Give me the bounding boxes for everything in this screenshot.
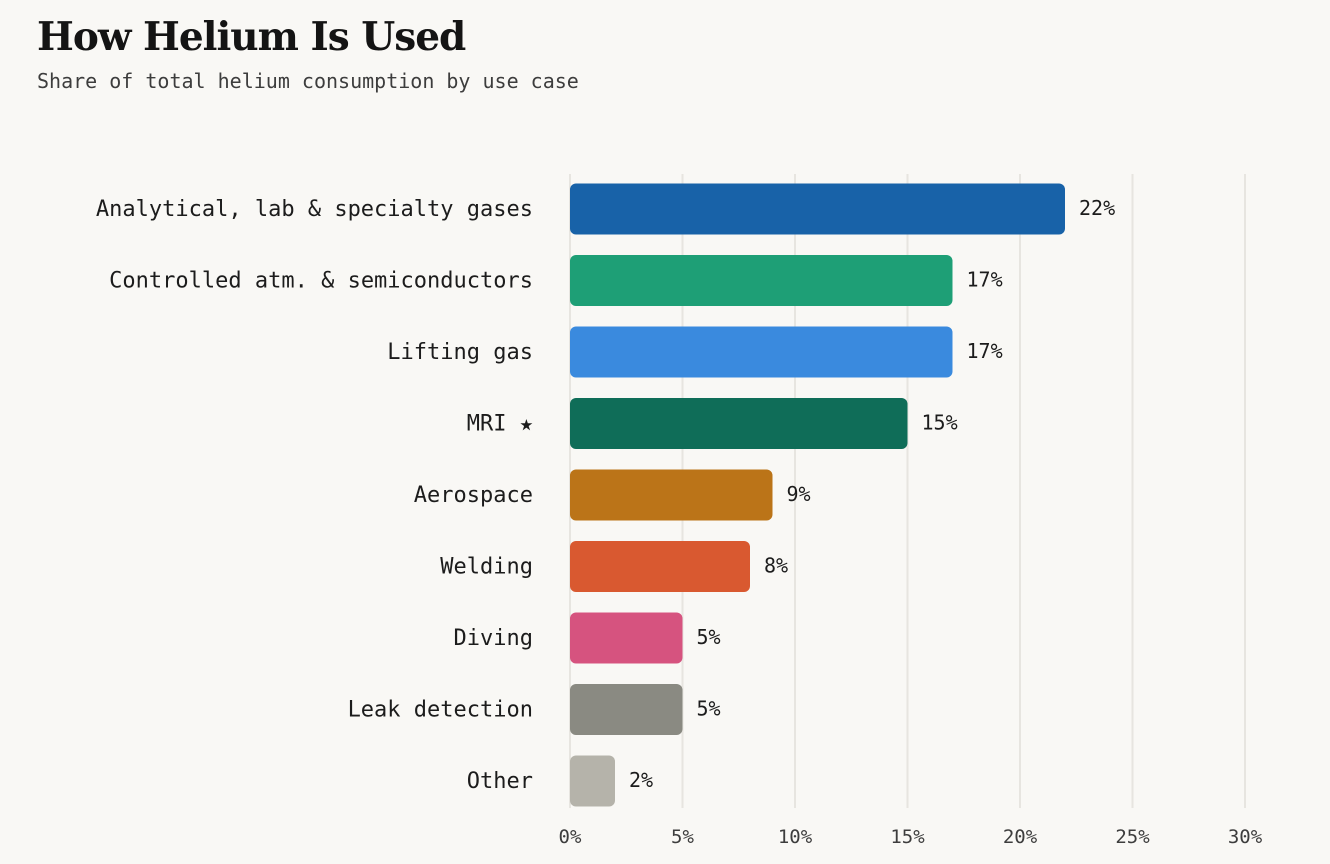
- value-label: 15%: [922, 411, 958, 435]
- category-label: Aerospace: [414, 483, 533, 508]
- chart-title: How Helium Is Used: [37, 14, 466, 60]
- value-label: 5%: [697, 697, 721, 721]
- x-tick-label: 15%: [890, 826, 925, 848]
- value-label: 2%: [629, 768, 653, 792]
- value-label: 9%: [787, 482, 811, 506]
- bars: [570, 183, 1065, 807]
- chart-subtitle: Share of total helium consumption by use…: [37, 69, 579, 93]
- category-label: Diving: [454, 626, 533, 651]
- bar: [570, 469, 773, 521]
- value-label: 22%: [1079, 196, 1115, 220]
- category-label: MRI ★: [467, 412, 533, 437]
- value-label: 8%: [764, 554, 788, 578]
- x-tick-label: 10%: [778, 826, 813, 848]
- x-axis-ticks: 0% 5% 10% 15% 20% 25% 30%: [559, 826, 1263, 848]
- labels: Analytical, lab & specialty gases 22% Cont…: [96, 196, 1115, 794]
- category-label: Analytical, lab & specialty gases: [96, 197, 533, 222]
- category-label: Controlled atm. & semiconductors: [109, 269, 533, 294]
- x-tick-label: 30%: [1228, 826, 1263, 848]
- value-label: 17%: [967, 268, 1003, 292]
- category-label: Welding: [440, 555, 533, 580]
- value-label: 5%: [697, 625, 721, 649]
- value-label: 17%: [967, 339, 1003, 363]
- category-label: Leak detection: [348, 698, 533, 723]
- bar: [570, 684, 683, 735]
- bar: [570, 541, 750, 592]
- bar: [570, 183, 1065, 235]
- category-label: Other: [467, 769, 533, 794]
- x-tick-label: 20%: [1003, 826, 1038, 848]
- bar: [570, 326, 953, 378]
- bar: [570, 255, 953, 306]
- bar: [570, 612, 683, 664]
- x-tick-label: 25%: [1115, 826, 1150, 848]
- bar: [570, 755, 615, 807]
- x-tick-label: 5%: [671, 826, 694, 848]
- bar: [570, 398, 908, 449]
- x-tick-label: 0%: [559, 826, 582, 848]
- category-label: Lifting gas: [387, 340, 533, 365]
